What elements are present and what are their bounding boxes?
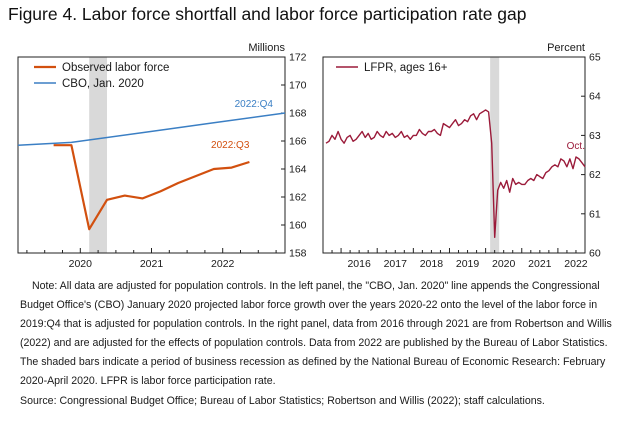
y-tick-label: 168 bbox=[289, 108, 307, 120]
recession-shading bbox=[89, 57, 107, 253]
plot-frame bbox=[17, 56, 286, 254]
unit-label-millions: Millions bbox=[248, 42, 285, 54]
y-tick-label: 160 bbox=[289, 220, 307, 232]
y-tick-label: 62 bbox=[589, 169, 601, 181]
y-tick-label: 63 bbox=[589, 130, 601, 142]
x-tick-label: 2022 bbox=[564, 258, 588, 270]
y-tick-label: 61 bbox=[589, 208, 601, 220]
figure-title: Figure 4. Labor force shortfall and labo… bbox=[8, 4, 527, 24]
figure-notes: Note: All data are adjusted for populati… bbox=[20, 277, 620, 411]
series-lines bbox=[325, 109, 586, 239]
note-paragraph: Note: All data are adjusted for populati… bbox=[20, 280, 612, 388]
left-panel-labor-force: 158 160 162 164 166 168 170 172 2020 2021 2022 Mi… bbox=[17, 42, 307, 270]
y-tick-label: 164 bbox=[289, 164, 307, 176]
x-tick-label: 2020 bbox=[69, 258, 93, 270]
annotation-2022q4: 2022:Q4 bbox=[235, 99, 274, 110]
recession-shading bbox=[490, 57, 500, 253]
y-tick-label: 170 bbox=[289, 80, 307, 92]
right-panel-lfpr: 60 61 62 63 64 65 2016 2017 2018 2019 2020 2021 202… bbox=[322, 42, 601, 270]
legend-label-lfpr: LFPR, ages 16+ bbox=[364, 62, 448, 74]
annotation-oct: Oct. bbox=[567, 141, 585, 152]
series-line-cbo-jan-2020 bbox=[17, 112, 286, 146]
x-axis: 2020 2021 2022 bbox=[26, 248, 277, 270]
y-tick-label: 65 bbox=[589, 52, 601, 64]
x-tick-label: 2016 bbox=[347, 258, 371, 270]
legend-label-observed: Observed labor force bbox=[62, 62, 169, 74]
source-paragraph: Source: Congressional Budget Office; Bur… bbox=[20, 394, 545, 407]
x-tick-label: 2021 bbox=[528, 258, 552, 270]
x-tick-label: 2022 bbox=[211, 258, 235, 270]
x-tick-label: 2017 bbox=[384, 258, 408, 270]
unit-label-percent: Percent bbox=[547, 42, 585, 54]
x-tick-label: 2020 bbox=[492, 258, 516, 270]
x-axis: 2016 2017 2018 2019 2020 2021 2022 bbox=[322, 248, 588, 270]
y-tick-label: 162 bbox=[289, 192, 307, 204]
y-tick-label: 172 bbox=[289, 52, 307, 64]
legend-label-cbo: CBO, Jan. 2020 bbox=[62, 78, 144, 90]
y-tick-label: 64 bbox=[589, 91, 601, 103]
series-line-observed-labor-force bbox=[53, 144, 250, 231]
y-tick-label: 60 bbox=[589, 248, 601, 260]
series-line-lfpr-ages-16 bbox=[325, 109, 586, 239]
y-axis-right: 158 160 162 164 166 168 170 172 bbox=[281, 52, 307, 260]
x-tick-label: 2018 bbox=[420, 258, 444, 270]
series-lines bbox=[17, 112, 286, 231]
legend: LFPR, ages 16+ bbox=[336, 62, 448, 74]
plot-frame bbox=[322, 56, 586, 254]
x-tick-label: 2021 bbox=[140, 258, 164, 270]
y-tick-label: 166 bbox=[289, 136, 307, 148]
y-tick-label: 158 bbox=[289, 248, 307, 260]
annotation-2022q3: 2022:Q3 bbox=[211, 140, 250, 151]
legend: Observed labor force CBO, Jan. 2020 bbox=[34, 62, 169, 90]
chart-panels: 158 160 162 164 166 168 170 172 2020 2021 2022 Mi… bbox=[17, 42, 601, 270]
y-axis-right: 60 61 62 63 64 65 bbox=[581, 52, 601, 260]
x-tick-label: 2019 bbox=[456, 258, 480, 270]
